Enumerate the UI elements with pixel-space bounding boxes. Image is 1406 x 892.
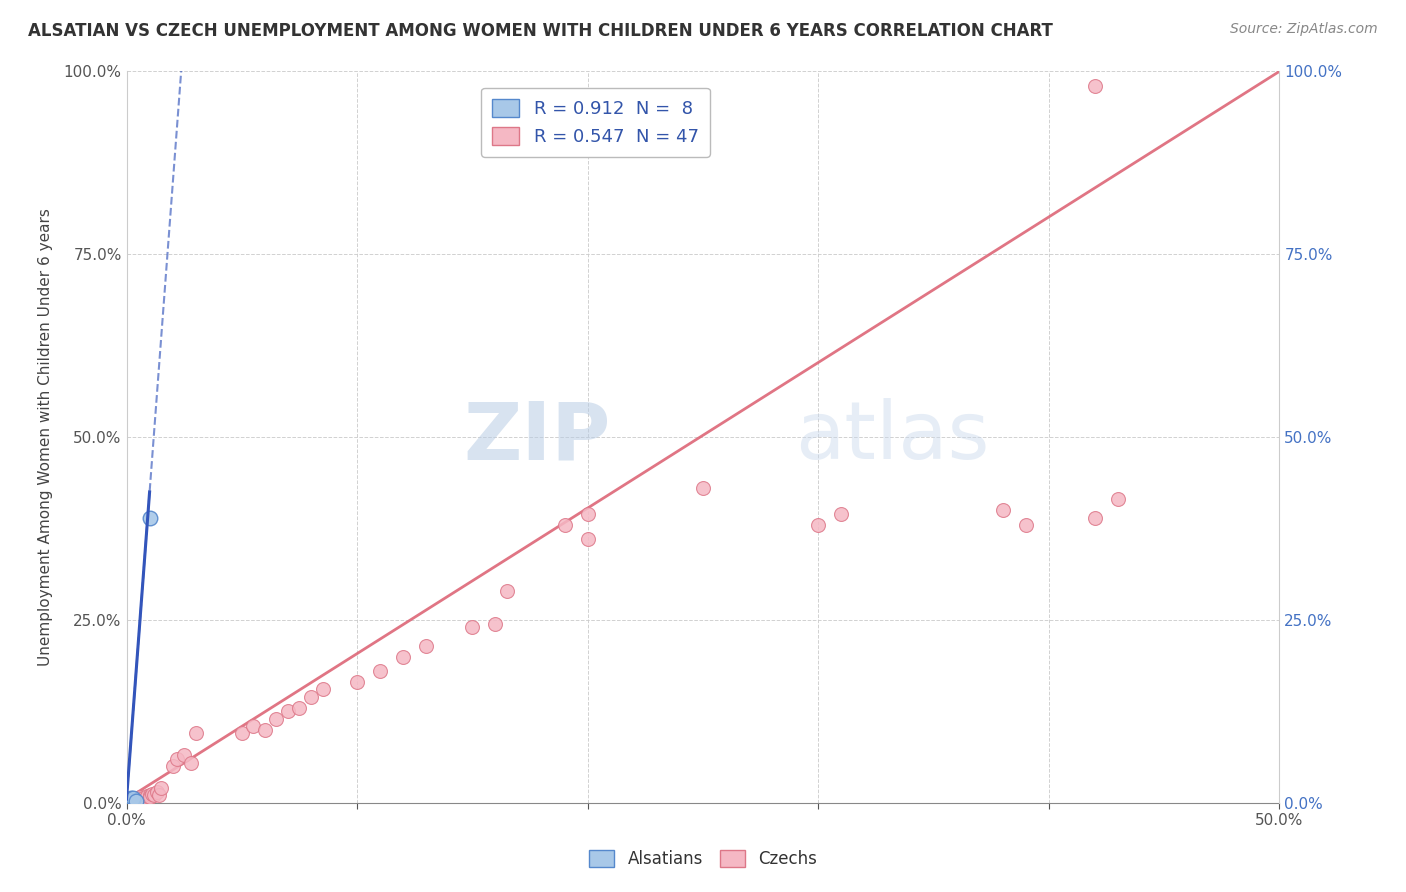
Point xyxy=(173,748,195,763)
Text: ZIP: ZIP xyxy=(464,398,610,476)
Point xyxy=(129,789,152,804)
Point xyxy=(807,517,830,532)
Point xyxy=(1107,492,1129,507)
Text: atlas: atlas xyxy=(796,398,990,476)
Legend: Alsatians, Czechs: Alsatians, Czechs xyxy=(582,843,824,875)
Point xyxy=(125,794,148,808)
Point xyxy=(299,690,322,704)
Point xyxy=(288,700,311,714)
Point xyxy=(138,789,160,803)
Point xyxy=(120,794,142,808)
Point xyxy=(127,791,149,805)
Point xyxy=(1015,517,1038,532)
Point xyxy=(311,682,333,697)
Point xyxy=(125,793,148,807)
Point xyxy=(122,790,145,805)
Point xyxy=(162,759,184,773)
Point xyxy=(461,620,484,634)
Point xyxy=(150,781,173,796)
Point xyxy=(131,790,153,805)
Point xyxy=(277,705,299,719)
Point xyxy=(346,675,368,690)
Point xyxy=(231,726,253,740)
Point xyxy=(266,712,288,726)
Point xyxy=(129,792,152,806)
Point xyxy=(134,792,156,806)
Point xyxy=(122,792,145,806)
Point xyxy=(120,791,142,805)
Point xyxy=(166,752,188,766)
Point xyxy=(1084,510,1107,524)
Point xyxy=(143,789,166,803)
Text: Source: ZipAtlas.com: Source: ZipAtlas.com xyxy=(1230,22,1378,37)
Point xyxy=(242,719,264,733)
Legend: R = 0.912  N =  8, R = 0.547  N = 47: R = 0.912 N = 8, R = 0.547 N = 47 xyxy=(481,87,710,157)
Point xyxy=(141,787,163,801)
Point xyxy=(180,756,202,770)
Point xyxy=(576,507,599,521)
Point xyxy=(138,510,160,524)
Text: ALSATIAN VS CZECH UNEMPLOYMENT AMONG WOMEN WITH CHILDREN UNDER 6 YEARS CORRELATI: ALSATIAN VS CZECH UNEMPLOYMENT AMONG WOM… xyxy=(28,22,1053,40)
Point xyxy=(576,533,599,547)
Point xyxy=(184,726,207,740)
Point xyxy=(484,616,506,631)
Point xyxy=(136,789,159,804)
Point xyxy=(1084,78,1107,93)
Point xyxy=(145,785,167,799)
Point xyxy=(692,481,714,495)
Point xyxy=(122,793,145,807)
Point xyxy=(118,792,141,806)
Point xyxy=(991,503,1014,517)
Point xyxy=(118,794,141,808)
Point xyxy=(392,649,415,664)
Y-axis label: Unemployment Among Women with Children Under 6 years: Unemployment Among Women with Children U… xyxy=(38,208,52,666)
Point xyxy=(554,517,576,532)
Point xyxy=(118,794,141,808)
Point xyxy=(253,723,276,737)
Point xyxy=(415,639,437,653)
Point xyxy=(368,664,391,678)
Point xyxy=(148,789,170,803)
Point xyxy=(830,507,852,521)
Point xyxy=(138,789,160,804)
Point xyxy=(120,793,142,807)
Point xyxy=(496,583,519,598)
